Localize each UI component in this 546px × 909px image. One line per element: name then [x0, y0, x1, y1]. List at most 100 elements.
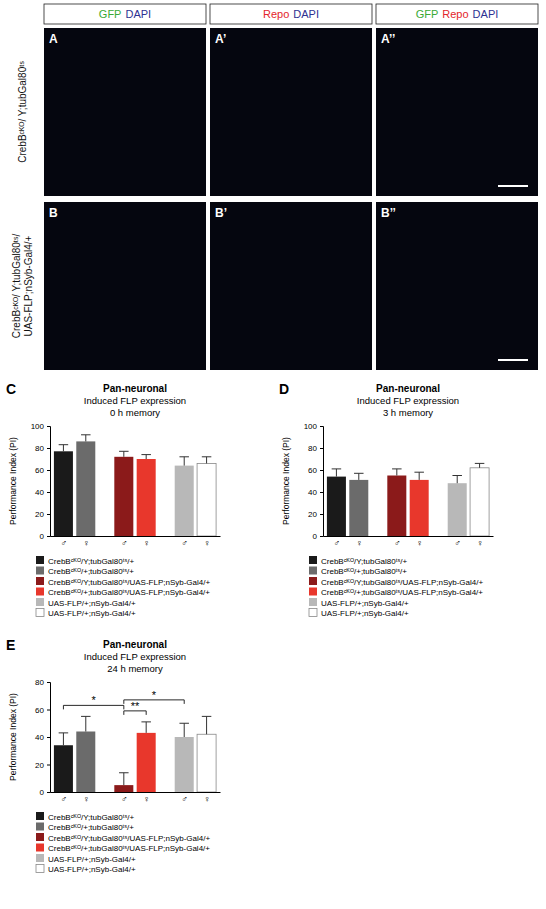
- plot-marks: [327, 463, 489, 536]
- error-cap: [332, 468, 342, 469]
- legend-label: CrebBᶜᴷᴼ/Y;tubGal80ᵗˢ/UAS-FLP;nSyb-Gal4/…: [48, 834, 210, 843]
- y-tick: 20: [35, 510, 50, 519]
- error-bar: [59, 445, 69, 452]
- header-box: [376, 4, 538, 24]
- axis-line: [47, 683, 51, 793]
- legend-swatch: [309, 588, 317, 596]
- tick-mark: [47, 682, 50, 683]
- significance-label: *: [91, 694, 96, 706]
- x-tick: ♂: [454, 538, 461, 548]
- error-stem: [206, 716, 207, 734]
- header-word: GFP: [99, 8, 122, 20]
- row-label: CrebBᶜᴷᴼ/ Y;tubGal80ᵗˢ: [17, 61, 28, 163]
- error-stem: [63, 445, 64, 452]
- bar: [114, 457, 133, 536]
- x-tick: ♂: [61, 794, 68, 804]
- legend-swatch: [36, 588, 44, 596]
- tick-label: ♀: [477, 538, 484, 548]
- bar: [76, 441, 95, 536]
- error-cap: [202, 716, 212, 717]
- tick-label: 80: [35, 444, 44, 453]
- tick-mark: [47, 514, 50, 515]
- y-axis-title: Performance Index (PI): [281, 437, 291, 525]
- panel-letter: E: [6, 637, 15, 653]
- x-axis: ♂♀♂♀♂♀: [324, 537, 494, 549]
- significance-label: **: [131, 700, 140, 712]
- tick-label: 80: [35, 678, 44, 687]
- tick-label: 20: [308, 510, 317, 519]
- error-stem: [123, 773, 124, 785]
- chart-title: Pan-neuronal: [376, 383, 440, 394]
- y-tick: 80: [35, 444, 50, 453]
- legend-swatch: [309, 598, 317, 606]
- legend-label: CrebBᶜᴷᴼ/+;tubGal80ᵗˢ/UAS-FLP;nSyb-Gal4/…: [48, 844, 210, 853]
- tick-label: ♀: [83, 538, 90, 548]
- plot-marks: [54, 435, 216, 536]
- legend-label: CrebBᶜᴷᴼ/Y;tubGal80ᵗˢ/+: [48, 813, 134, 822]
- legend-swatch: [309, 609, 317, 617]
- y-tick: 60: [35, 466, 50, 475]
- row-label-line: UAS-FLP;nSyb-Gal4/+: [23, 235, 34, 336]
- column-header: RepoDAPI: [263, 8, 319, 20]
- tick-label: ♀: [204, 538, 211, 548]
- tick-label: ♀: [416, 538, 423, 548]
- error-bar: [392, 469, 402, 476]
- y-tick: 40: [308, 488, 323, 497]
- y-tick: 20: [308, 510, 323, 519]
- tick-label: ♀: [83, 794, 90, 804]
- x-tick: ♀: [83, 794, 90, 804]
- legend-swatch: [36, 833, 44, 841]
- tick-label: ♂: [121, 538, 128, 548]
- bar: [137, 733, 156, 792]
- bar: [470, 468, 489, 536]
- x-tick: ♂: [181, 538, 188, 548]
- tick-label: ♂: [394, 538, 401, 548]
- header-word: Repo: [263, 8, 289, 20]
- micrograph: [210, 28, 372, 196]
- micrograph: [210, 202, 372, 370]
- tick-label: 40: [35, 488, 44, 497]
- chart-panel: EPan-neuronalInduced FLP expression24 h …: [6, 637, 221, 874]
- legend-label: UAS-FLP/+;nSyb-Gal4/+: [321, 609, 409, 618]
- bar: [137, 459, 156, 536]
- x-tick: ♀: [416, 538, 423, 548]
- error-cap: [354, 473, 364, 474]
- chart-subtitle: Induced FLP expression: [84, 651, 186, 662]
- error-bar: [141, 455, 151, 459]
- error-cap: [81, 434, 91, 435]
- error-stem: [85, 716, 86, 731]
- error-bar: [332, 469, 342, 477]
- x-tick: ♀: [204, 538, 211, 548]
- y-tick: 0: [40, 532, 50, 541]
- legend-label: CrebBᶜᴷᴼ/Y;tubGal80ᵗˢ/+: [48, 557, 134, 566]
- bar: [76, 732, 95, 793]
- error-bar: [452, 476, 462, 484]
- panel-letter: B: [49, 206, 58, 220]
- y-tick: 40: [35, 733, 50, 742]
- legend-label: CrebBᶜᴷᴼ/Y;tubGal80ᵗˢ/+: [321, 557, 407, 566]
- x-tick: ♀: [143, 794, 150, 804]
- tick-mark: [47, 792, 50, 793]
- axis-line: [51, 536, 221, 537]
- y-tick: 100: [304, 422, 323, 431]
- error-cap: [119, 451, 129, 452]
- error-stem: [479, 463, 480, 467]
- error-bar: [475, 463, 485, 467]
- header-box: [44, 4, 206, 24]
- x-tick: ♀: [83, 538, 90, 548]
- tick-label: 20: [35, 510, 44, 519]
- axis-line: [324, 536, 494, 537]
- bar: [410, 480, 429, 536]
- figure: GFPDAPIRepoDAPIGFPRepoDAPICrebBᶜᴷᴼ/ Y;tu…: [0, 0, 546, 909]
- tick-mark: [320, 426, 323, 427]
- tick-mark: [47, 536, 50, 537]
- y-tick: 20: [35, 761, 50, 770]
- error-bar: [59, 733, 69, 745]
- chart-panel: DPan-neuronalInduced FLP expression3 h m…: [279, 381, 494, 618]
- x-tick: ♂: [394, 538, 401, 548]
- row-label-line: CrebBᶜᴷᴼ/ Y;tubGal80ᵗˢ: [17, 61, 28, 163]
- axis-line: [51, 792, 221, 793]
- error-bar: [179, 457, 189, 466]
- error-cap: [452, 475, 462, 476]
- tick-label: 40: [35, 733, 44, 742]
